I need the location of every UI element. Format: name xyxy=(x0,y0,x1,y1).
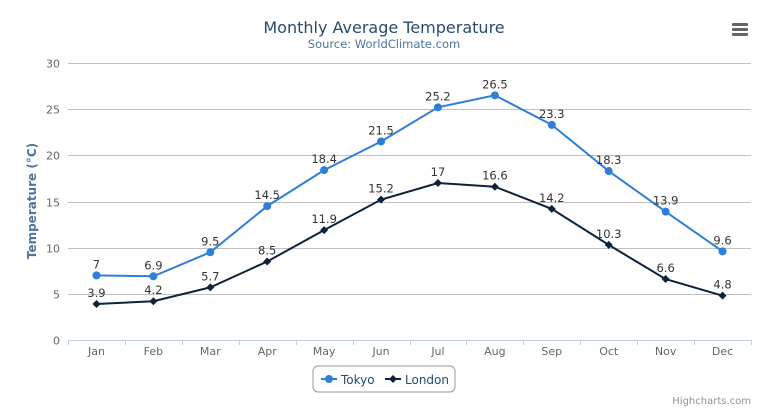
x-tick-label: Jul xyxy=(430,345,444,358)
x-tick-label: Oct xyxy=(599,345,619,358)
y-tick-label: 10 xyxy=(46,243,60,256)
data-point xyxy=(661,207,670,216)
hamburger-menu-icon[interactable] xyxy=(732,23,748,36)
data-point xyxy=(320,166,329,175)
data-point xyxy=(206,248,215,257)
data-label: 8.5 xyxy=(258,244,276,258)
y-tick-label: 30 xyxy=(46,58,60,71)
data-label: 7 xyxy=(93,257,100,271)
data-label: 18.4 xyxy=(311,152,337,166)
x-tick-label: Feb xyxy=(144,345,163,358)
data-label: 14.2 xyxy=(539,191,565,205)
data-point xyxy=(377,195,386,204)
data-point xyxy=(490,91,499,100)
x-tick-label: Mar xyxy=(200,345,221,358)
series-line-london xyxy=(96,182,723,305)
data-label: 25.2 xyxy=(425,89,451,103)
x-tick-label: Jun xyxy=(371,345,389,358)
data-point xyxy=(547,204,556,213)
chart-subtitle: Source: WorldClimate.com xyxy=(308,37,460,51)
data-label: 11.9 xyxy=(311,212,337,226)
data-point xyxy=(92,271,101,280)
data-point xyxy=(263,257,272,266)
x-tick-label: May xyxy=(313,345,336,358)
credits-link[interactable]: Highcharts.com xyxy=(672,396,751,407)
data-point xyxy=(661,275,670,284)
data-label: 5.7 xyxy=(201,269,219,283)
data-point xyxy=(718,291,727,300)
data-point xyxy=(547,120,556,129)
y-tick-label: 15 xyxy=(46,197,60,210)
data-label: 14.5 xyxy=(254,188,280,202)
x-tick-label: Aug xyxy=(484,345,505,358)
data-point xyxy=(206,283,215,292)
x-tick-label: Jan xyxy=(87,345,105,358)
data-point xyxy=(263,202,272,211)
y-axis-title: Temperature (°C) xyxy=(25,143,39,259)
data-label: 10.3 xyxy=(596,227,622,241)
data-label: 4.2 xyxy=(144,283,162,297)
legend-label-tokyo: Tokyo xyxy=(340,373,375,387)
data-point xyxy=(92,299,101,308)
data-label: 3.9 xyxy=(87,286,105,300)
x-tick-label: Sep xyxy=(541,345,562,358)
y-tick-label: 20 xyxy=(46,150,60,163)
legend-label-london: London xyxy=(405,373,449,387)
series-london: 3.9 4.2 5.7 8.5 11.9 15.2 17 16.6 14.2 10.3 6.6 4.8 xyxy=(87,165,732,308)
x-tick-label: Dec xyxy=(712,345,733,358)
data-point xyxy=(433,179,442,188)
x-tick-label: Apr xyxy=(258,345,278,358)
data-label: 15.2 xyxy=(368,182,394,196)
data-label: 26.5 xyxy=(482,77,508,91)
data-point xyxy=(433,103,442,112)
data-label: 9.5 xyxy=(201,234,219,248)
data-point xyxy=(604,167,613,176)
y-tick-label: 25 xyxy=(46,104,60,117)
series-line-tokyo xyxy=(96,94,724,278)
legend-item-tokyo[interactable]: Tokyo xyxy=(321,373,375,387)
data-point xyxy=(377,137,386,146)
diamond-marker-icon xyxy=(389,375,397,383)
data-point xyxy=(718,247,727,256)
circle-marker-icon xyxy=(325,375,333,383)
series-tokyo: 7 6.9 9.5 14.5 18.4 21.5 25.2 26.5 23.3 18.3 13.9 9… xyxy=(92,77,732,281)
data-point xyxy=(490,182,499,191)
data-label: 23.3 xyxy=(539,107,565,121)
data-label: 9.6 xyxy=(713,233,731,247)
x-tick-label: Nov xyxy=(655,345,677,358)
y-tick-label: 0 xyxy=(53,335,60,348)
data-point xyxy=(320,226,329,235)
legend-item-london[interactable]: London xyxy=(385,373,449,387)
data-point xyxy=(149,272,158,281)
legend: Tokyo London xyxy=(312,365,456,393)
data-label: 13.9 xyxy=(653,194,679,208)
data-point xyxy=(149,297,158,306)
chart-title: Monthly Average Temperature xyxy=(263,18,504,37)
data-label: 16.6 xyxy=(482,169,508,183)
data-label: 17 xyxy=(431,165,446,179)
data-label: 21.5 xyxy=(368,123,394,137)
data-label: 6.9 xyxy=(144,258,162,272)
data-label: 6.6 xyxy=(656,261,674,275)
y-tick-label: 5 xyxy=(53,289,60,302)
data-label: 4.8 xyxy=(713,278,731,292)
data-point xyxy=(604,240,613,249)
data-label: 18.3 xyxy=(596,153,622,167)
